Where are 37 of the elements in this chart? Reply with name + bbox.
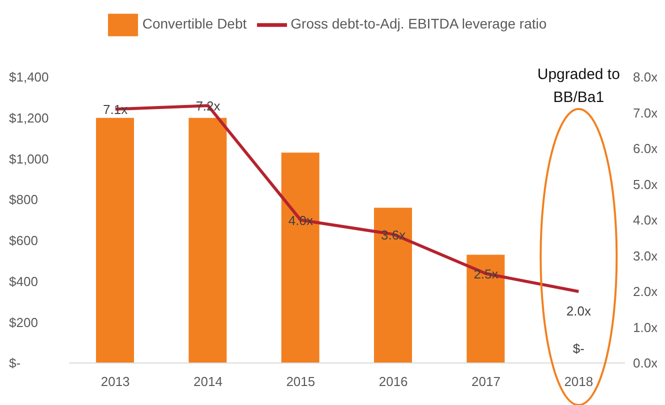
annotation: Upgraded to BB/Ba1 xyxy=(537,66,620,106)
legend-label: Gross debt-to-Adj. EBITDA leverage ratio xyxy=(290,16,547,32)
y2-tick-label: 5.0x xyxy=(633,176,658,192)
bar xyxy=(188,118,227,363)
data-label: 4.0x xyxy=(288,213,314,228)
y2-tick-label: 1.0x xyxy=(633,320,658,335)
x-tick-label: 2014 xyxy=(194,374,222,390)
y-tick-label: $600 xyxy=(9,233,38,248)
x-tick-label: 2017 xyxy=(472,374,500,390)
bar xyxy=(96,118,134,363)
data-label: 3.6x xyxy=(381,227,406,242)
y-tick-label: $1,400 xyxy=(9,70,49,85)
data-label: 7.1x xyxy=(103,102,128,118)
x-tick-label: 2018 xyxy=(564,374,594,390)
y2-tick-label: 6.0x xyxy=(633,141,658,156)
y2-tick-label: 3.0x xyxy=(633,248,658,264)
bar xyxy=(374,208,412,363)
data-label: 2.5x xyxy=(474,266,499,282)
y-tick-label: $800 xyxy=(9,192,38,208)
x-tick-label: 2015 xyxy=(286,374,316,390)
y-tick-label: $1,200 xyxy=(9,110,49,126)
x-tick-label: 2016 xyxy=(378,374,408,390)
y2-tick-label: 4.0x xyxy=(633,212,658,228)
bar xyxy=(466,254,505,363)
y2-tick-label: 0.0x xyxy=(633,356,658,371)
y-tick-label: $200 xyxy=(9,314,38,330)
y-tick-label: $400 xyxy=(9,274,38,289)
x-tick-label: 2013 xyxy=(100,374,130,390)
legend-label: Convertible Debt xyxy=(142,16,247,32)
y-tick-label: $1,000 xyxy=(9,151,49,166)
y2-tick-label: 2.0x xyxy=(633,284,658,300)
bar xyxy=(281,152,320,363)
y2-tick-label: 7.0x xyxy=(633,105,658,120)
data-label: 2.0x xyxy=(566,304,592,318)
data-label: $- xyxy=(572,341,584,356)
y2-tick-label: 8.0x xyxy=(633,70,658,85)
y-tick-label: $- xyxy=(9,356,21,371)
